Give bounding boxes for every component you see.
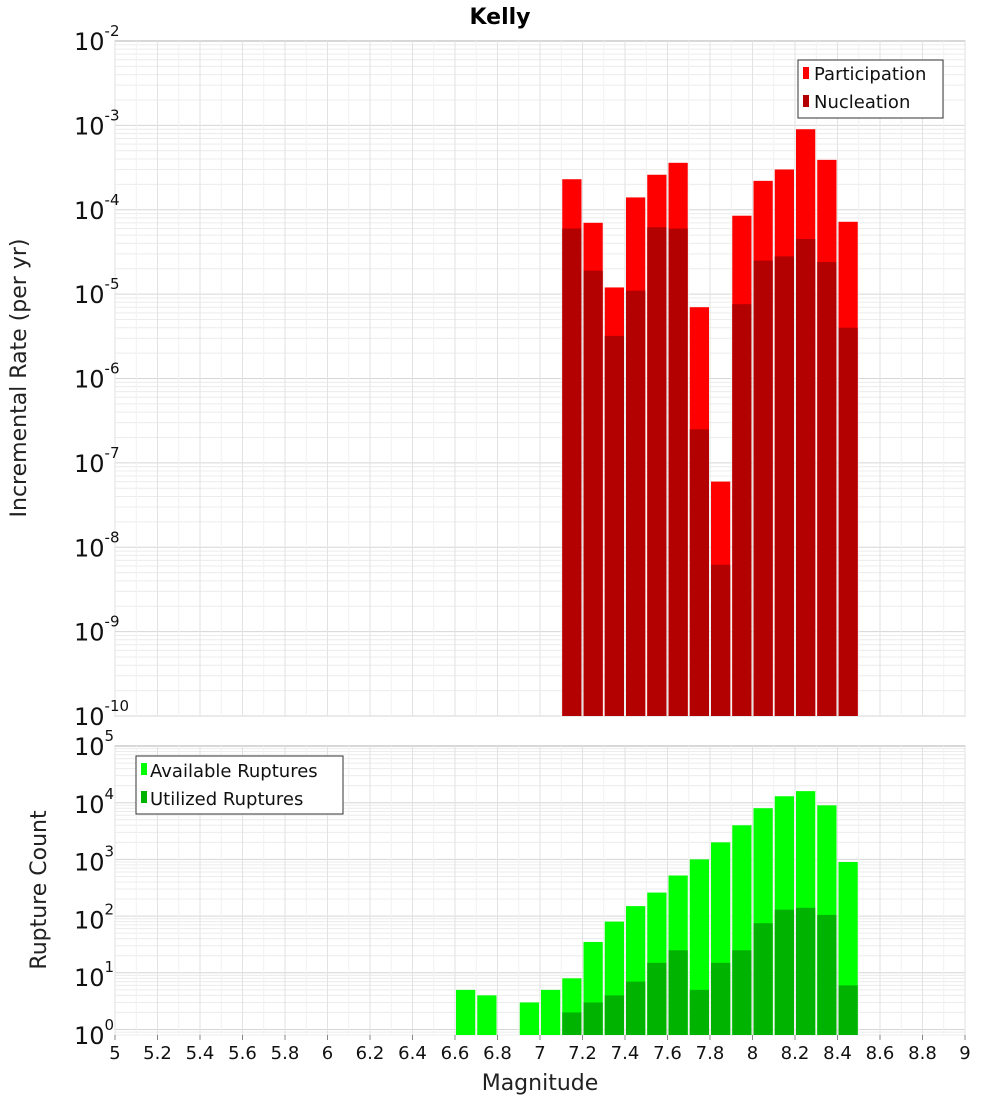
top-bar-nucleation (604, 335, 624, 716)
bottom-y-tick-label: 104 (74, 785, 114, 819)
legend-swatch-nucleation (803, 95, 809, 107)
top-y-tick-label: 10-9 (74, 613, 120, 647)
chart-title: Kelly (469, 5, 530, 30)
bottom-bar-utilized-ruptures (668, 950, 688, 1035)
x-axis-label: Magnitude (482, 1071, 599, 1096)
top-legend-box (797, 59, 944, 119)
top-bar-nucleation (583, 270, 603, 716)
top-bars (562, 129, 858, 717)
top-bar-nucleation (817, 262, 837, 716)
bottom-bar-available-ruptures (541, 989, 561, 1035)
top-panel: 10-2 10-3 10-4 10-5 10-6 10-7 10-8 10-9 10-10 In… (7, 22, 966, 731)
x-tick-label: 5.4 (186, 1043, 215, 1064)
bottom-bar-utilized-ruptures (838, 985, 858, 1035)
bottom-bar-utilized-ruptures (711, 962, 731, 1035)
x-tick-label: 8 (747, 1043, 758, 1064)
bottom-bar-utilized-ruptures (562, 1012, 582, 1035)
legend-label-nucleation: Nucleation (814, 92, 910, 113)
x-tick-label: 8.4 (823, 1043, 852, 1064)
bottom-bar-utilized-ruptures (796, 907, 816, 1035)
top-y-tick-label: 10-4 (74, 191, 120, 225)
x-tick-label: 7 (534, 1043, 545, 1064)
x-tick-label: 5.6 (228, 1043, 257, 1064)
x-tick-label: 5.2 (143, 1043, 172, 1064)
top-bar-nucleation (668, 228, 688, 716)
bottom-y-tick-label: 103 (74, 843, 114, 877)
bottom-y-tick-label: 102 (74, 900, 114, 934)
bottom-bar-available-ruptures (477, 995, 497, 1035)
bottom-y-axis-label: Rupture Count (27, 810, 52, 970)
top-y-axis-label: Incremental Rate (per yr) (7, 239, 32, 518)
bottom-bar-utilized-ruptures (647, 962, 667, 1035)
top-legend: Participation Nucleation (797, 59, 944, 119)
x-tick-label: 6.6 (441, 1043, 470, 1064)
x-tick-label: 7.8 (696, 1043, 725, 1064)
bottom-y-tick-label: 101 (74, 958, 114, 992)
top-y-tick-label: 10-3 (74, 106, 120, 140)
bottom-legend: Available Ruptures Utilized Ruptures (135, 755, 344, 815)
bottom-bar-utilized-ruptures (604, 995, 624, 1035)
top-y-tick-label: 10-10 (74, 697, 129, 731)
top-bar-nucleation (774, 256, 794, 716)
x-tick-label: 6.4 (398, 1043, 427, 1064)
x-tick-label: 7.2 (568, 1043, 597, 1064)
bottom-y-tick-label: 105 (74, 727, 114, 761)
top-y-tick-label: 10-5 (74, 275, 120, 309)
bottom-legend-box (135, 755, 344, 815)
legend-label-utilized: Utilized Ruptures (150, 789, 303, 810)
x-tick-label: 8.6 (866, 1043, 895, 1064)
top-bar-nucleation (626, 290, 646, 716)
x-tick-label: 6.8 (483, 1043, 512, 1064)
x-tick-label: 7.4 (611, 1043, 640, 1064)
x-tick-label: 6 (322, 1043, 333, 1064)
bottom-bar-utilized-ruptures (626, 981, 646, 1035)
top-gridlines (114, 41, 966, 717)
top-bar-nucleation (753, 260, 773, 716)
top-bar-nucleation (689, 429, 709, 716)
bottom-bar-utilized-ruptures (817, 914, 837, 1035)
top-bar-nucleation (647, 227, 667, 716)
bottom-bar-utilized-ruptures (753, 923, 773, 1035)
legend-swatch-participation (803, 67, 809, 79)
legend-swatch-utilized (141, 791, 147, 803)
top-bar-nucleation (711, 564, 731, 716)
x-tick-label: 8.2 (781, 1043, 810, 1064)
x-tick-label: 8.8 (908, 1043, 937, 1064)
bottom-y-ticks: 105 104 103 102 101 100 (74, 727, 114, 1050)
x-tick-label: 9 (959, 1043, 970, 1064)
top-y-tick-label: 10-2 (74, 22, 120, 56)
top-y-ticks: 10-2 10-3 10-4 10-5 10-6 10-7 10-8 10-9 10-10 (74, 22, 129, 731)
top-bar-nucleation (796, 239, 816, 716)
legend-label-participation: Participation (814, 64, 926, 85)
bottom-bar-utilized-ruptures (774, 909, 794, 1035)
top-y-tick-label: 10-7 (74, 444, 120, 478)
legend-label-available: Available Ruptures (150, 761, 318, 782)
x-ticks: 5 5.2 5.4 5.6 5.8 6 6.2 6.4 6.6 6.8 7 7.2 7.4 7.6 7.8 8… (109, 1035, 971, 1064)
top-bar-nucleation (562, 228, 582, 716)
bottom-bar-utilized-ruptures (732, 950, 752, 1035)
bottom-bar-available-ruptures (519, 1002, 539, 1035)
x-tick-label: 5.8 (271, 1043, 300, 1064)
bottom-panel: 105 104 103 102 101 100 Rupture Count Availab… (27, 727, 966, 1050)
x-tick-label: 7.6 (653, 1043, 682, 1064)
top-bar-nucleation (838, 327, 858, 716)
x-tick-label: 5 (109, 1043, 120, 1064)
bottom-y-tick-label: 100 (74, 1016, 114, 1050)
top-y-tick-label: 10-8 (74, 528, 120, 562)
bottom-bar-available-ruptures (456, 989, 476, 1035)
legend-swatch-available (141, 763, 147, 775)
top-bar-nucleation (732, 304, 752, 716)
bottom-bar-utilized-ruptures (689, 989, 709, 1035)
x-tick-label: 6.2 (356, 1043, 385, 1064)
bottom-bar-utilized-ruptures (583, 1002, 603, 1035)
top-y-tick-label: 10-6 (74, 360, 120, 394)
bottom-bars (456, 791, 858, 1035)
